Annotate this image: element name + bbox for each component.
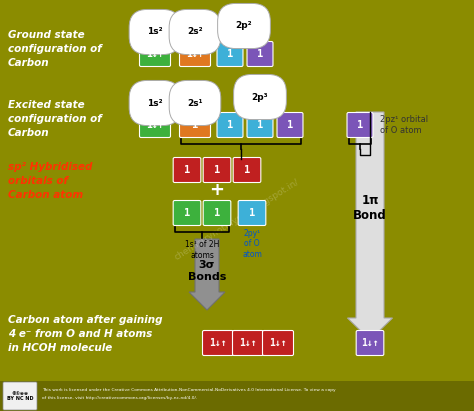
FancyBboxPatch shape bbox=[0, 381, 474, 411]
Text: Carbon atom after gaining
4 e⁻ from O and H atoms
in HCOH molecule: Carbon atom after gaining 4 e⁻ from O an… bbox=[8, 315, 163, 353]
FancyBboxPatch shape bbox=[233, 157, 261, 182]
FancyBboxPatch shape bbox=[139, 42, 171, 67]
Text: 2s¹: 2s¹ bbox=[187, 99, 203, 108]
Text: 1↓↑: 1↓↑ bbox=[146, 120, 164, 130]
Text: 1: 1 bbox=[257, 49, 263, 59]
FancyBboxPatch shape bbox=[217, 42, 243, 67]
Text: 1↓↑: 1↓↑ bbox=[269, 338, 287, 348]
FancyBboxPatch shape bbox=[202, 330, 234, 356]
Text: 1↓↑: 1↓↑ bbox=[186, 49, 204, 59]
Text: 3σ
Bonds: 3σ Bonds bbox=[188, 260, 226, 282]
FancyBboxPatch shape bbox=[347, 113, 373, 138]
FancyBboxPatch shape bbox=[180, 113, 210, 138]
Text: 1↓↑: 1↓↑ bbox=[361, 338, 379, 348]
FancyBboxPatch shape bbox=[203, 201, 231, 226]
Text: 1: 1 bbox=[287, 120, 293, 130]
FancyBboxPatch shape bbox=[173, 201, 201, 226]
Text: Ground state
configuration of
Carbon: Ground state configuration of Carbon bbox=[8, 30, 102, 68]
Text: 1s²: 1s² bbox=[147, 28, 163, 37]
FancyArrow shape bbox=[347, 112, 392, 340]
Text: 1↓↑: 1↓↑ bbox=[209, 338, 227, 348]
FancyBboxPatch shape bbox=[217, 113, 243, 138]
FancyBboxPatch shape bbox=[3, 382, 37, 410]
Text: +: + bbox=[210, 181, 225, 199]
Text: This work is licensed under the Creative Commons Attribution-NonCommercial-NoDer: This work is licensed under the Creative… bbox=[42, 388, 336, 392]
Text: chemistrynotmypet.blogspot.in/: chemistrynotmypet.blogspot.in/ bbox=[173, 178, 301, 262]
Text: 2pz¹ orbital
of O atom: 2pz¹ orbital of O atom bbox=[380, 115, 428, 135]
Text: 1: 1 bbox=[357, 120, 363, 130]
FancyBboxPatch shape bbox=[238, 201, 266, 226]
Text: 1: 1 bbox=[192, 120, 198, 130]
Text: 1: 1 bbox=[214, 165, 220, 175]
FancyBboxPatch shape bbox=[263, 330, 293, 356]
Text: sp² Hybridised
orbitals of
Carbon atom: sp² Hybridised orbitals of Carbon atom bbox=[8, 162, 92, 200]
Text: 1: 1 bbox=[249, 208, 255, 218]
Text: of this license, visit http://creativecommons.org/licenses/by-nc-nd/4.0/.: of this license, visit http://creativeco… bbox=[42, 396, 197, 400]
Text: 1: 1 bbox=[227, 120, 233, 130]
Text: 1π
Bond: 1π Bond bbox=[353, 194, 387, 222]
Text: Excited state
configuration of
Carbon: Excited state configuration of Carbon bbox=[8, 100, 102, 138]
Text: 1: 1 bbox=[214, 208, 220, 218]
Text: 2p²: 2p² bbox=[236, 21, 252, 30]
FancyBboxPatch shape bbox=[277, 113, 303, 138]
FancyBboxPatch shape bbox=[139, 113, 171, 138]
FancyBboxPatch shape bbox=[173, 157, 201, 182]
Text: 1↓↑: 1↓↑ bbox=[146, 49, 164, 59]
FancyBboxPatch shape bbox=[247, 42, 273, 67]
FancyBboxPatch shape bbox=[247, 113, 273, 138]
Text: 1s¹ of 2H
atoms: 1s¹ of 2H atoms bbox=[185, 240, 219, 260]
Text: 2s²: 2s² bbox=[187, 28, 203, 37]
Text: ©①⊜⊜
BY NC ND: ©①⊜⊜ BY NC ND bbox=[7, 390, 33, 402]
Text: 1↓↑: 1↓↑ bbox=[239, 338, 257, 348]
Text: 1: 1 bbox=[244, 165, 250, 175]
FancyBboxPatch shape bbox=[180, 42, 210, 67]
FancyArrow shape bbox=[189, 239, 225, 310]
FancyBboxPatch shape bbox=[356, 330, 384, 356]
Text: 2py¹
of O
atom: 2py¹ of O atom bbox=[242, 229, 262, 259]
Text: 2p³: 2p³ bbox=[252, 92, 268, 102]
Text: 1: 1 bbox=[227, 49, 233, 59]
Text: 1: 1 bbox=[184, 165, 190, 175]
Text: 1: 1 bbox=[184, 208, 190, 218]
Text: 1s²: 1s² bbox=[147, 99, 163, 108]
FancyBboxPatch shape bbox=[233, 330, 264, 356]
Text: 1: 1 bbox=[257, 120, 263, 130]
FancyBboxPatch shape bbox=[203, 157, 231, 182]
